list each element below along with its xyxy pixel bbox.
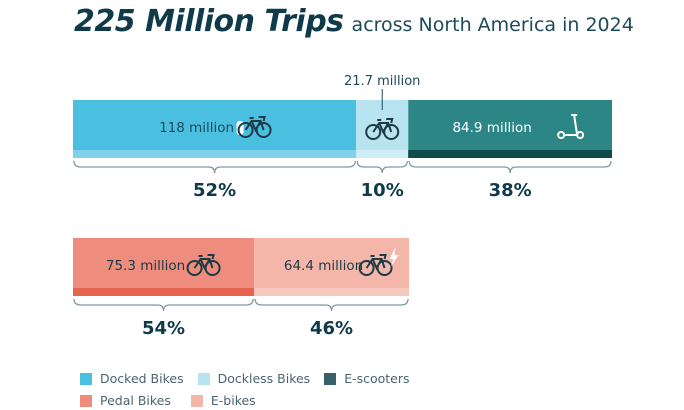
wheel [365, 124, 382, 140]
legend-label: Dockless Bikes [217, 371, 311, 386]
legend-swatch [80, 372, 92, 385]
frame [244, 116, 266, 133]
segment-value-label: 75.3 million [106, 258, 185, 274]
frame [564, 114, 579, 136]
legend-item: Docked Bikes [80, 371, 184, 386]
bar-segment-e-scooters: 84.9 million 38% [408, 100, 612, 201]
bar-fill [73, 238, 255, 296]
legend-label: Docked Bikes [100, 371, 184, 386]
legend-swatch [324, 372, 337, 385]
bike-icon [186, 254, 221, 276]
title-main: 225 Million Trips [74, 4, 344, 39]
legend-item: E-bikes [190, 393, 256, 408]
segment-percent-label: 10% [361, 180, 404, 201]
brace [254, 298, 409, 312]
legend-item: Dockless Bikes [197, 371, 311, 386]
bike-icon [365, 118, 400, 140]
brace [356, 160, 408, 174]
brace [73, 160, 356, 174]
legend-label: E-bikes [210, 393, 256, 408]
legend-item: E-scooters [324, 371, 410, 386]
bar-strip [356, 150, 409, 158]
brace [73, 298, 254, 312]
segment-percent-label: 38% [489, 180, 532, 201]
bar-segment-pedal-bikes: 75.3 million 54% [73, 238, 255, 339]
legend-swatch [197, 372, 210, 385]
frame [193, 254, 215, 271]
segment-value-label: 21.7 million [344, 74, 420, 89]
segment-percent-label: 52% [193, 180, 236, 201]
scooter-icon [557, 114, 585, 139]
brace [408, 160, 612, 174]
legend-swatch [190, 394, 203, 407]
frame [372, 118, 394, 135]
legend-item: Pedal Bikes [80, 393, 171, 408]
legend-label: Pedal Bikes [100, 393, 171, 408]
wheel [358, 260, 375, 276]
legend-row-1: Docked Bikes Dockless Bikes E-scooters [80, 371, 424, 386]
bar-strip [73, 288, 255, 296]
bar-fill [408, 100, 612, 158]
segment-value-label: 84.9 million [452, 120, 531, 136]
bar-fill [73, 100, 357, 158]
frame [365, 254, 387, 271]
segment-percent-label: 54% [142, 318, 185, 339]
bar-segment-e-bikes: 64.4 million 46% [254, 238, 409, 339]
bike-icon [358, 254, 393, 276]
bar-strip [408, 150, 612, 158]
legend-label: E-scooters [344, 371, 410, 386]
legend-row-2: Pedal Bikes E-bikes [80, 393, 270, 408]
legend-swatch [80, 394, 92, 407]
bar-segment-docked-bikes: 118 million 52% [73, 100, 357, 201]
bike-icon [237, 116, 272, 138]
segment-percent-label: 46% [310, 318, 353, 339]
chart-title: 225 Million Trips across North America in… [74, 4, 634, 39]
segment-value-label: 118 million [159, 120, 234, 136]
title-sub: across North America in 2024 [351, 14, 634, 36]
segment-value-label: 64.4 million [284, 258, 363, 274]
bar-segment-dockless-bikes: 21.7 million 10% [344, 74, 420, 201]
bar-strip [254, 288, 409, 296]
bar-strip [73, 150, 357, 158]
lightning-icon [389, 247, 399, 267]
wheel [186, 260, 203, 276]
wheel [237, 122, 254, 138]
